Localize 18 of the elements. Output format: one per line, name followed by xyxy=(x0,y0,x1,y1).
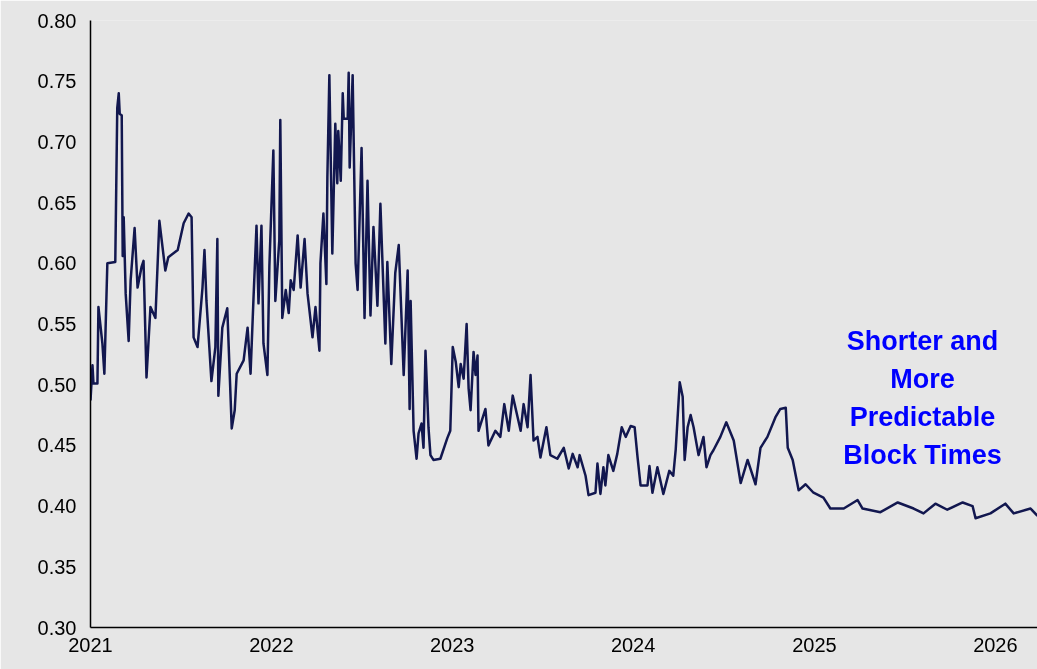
y-tick-label: 0.60 xyxy=(37,252,77,275)
x-tick-label: 2024 xyxy=(610,633,656,656)
y-tick-label: 0.75 xyxy=(37,70,77,93)
x-tick-label: 2026 xyxy=(973,633,1018,656)
y-tick-label: 0.50 xyxy=(37,373,77,396)
x-tick-label: 2025 xyxy=(792,633,837,656)
x-tick-label: 2023 xyxy=(430,633,475,656)
y-tick-label: 0.55 xyxy=(37,313,77,335)
y-tick-label: 0.40 xyxy=(37,495,77,518)
y-tick-label: 0.70 xyxy=(37,130,77,153)
y-tick-label: 0.65 xyxy=(37,191,77,214)
annotation: Shorter and More Predictable Block Times xyxy=(843,325,1002,470)
y-tick-label: 0.80 xyxy=(37,9,77,32)
x-tick-label: 2022 xyxy=(249,633,294,656)
y-tick-label: 0.45 xyxy=(37,434,77,457)
y-tick-label: 0.30 xyxy=(37,616,77,639)
line-series xyxy=(90,71,1037,520)
y-tick-label: 0.35 xyxy=(37,555,77,578)
